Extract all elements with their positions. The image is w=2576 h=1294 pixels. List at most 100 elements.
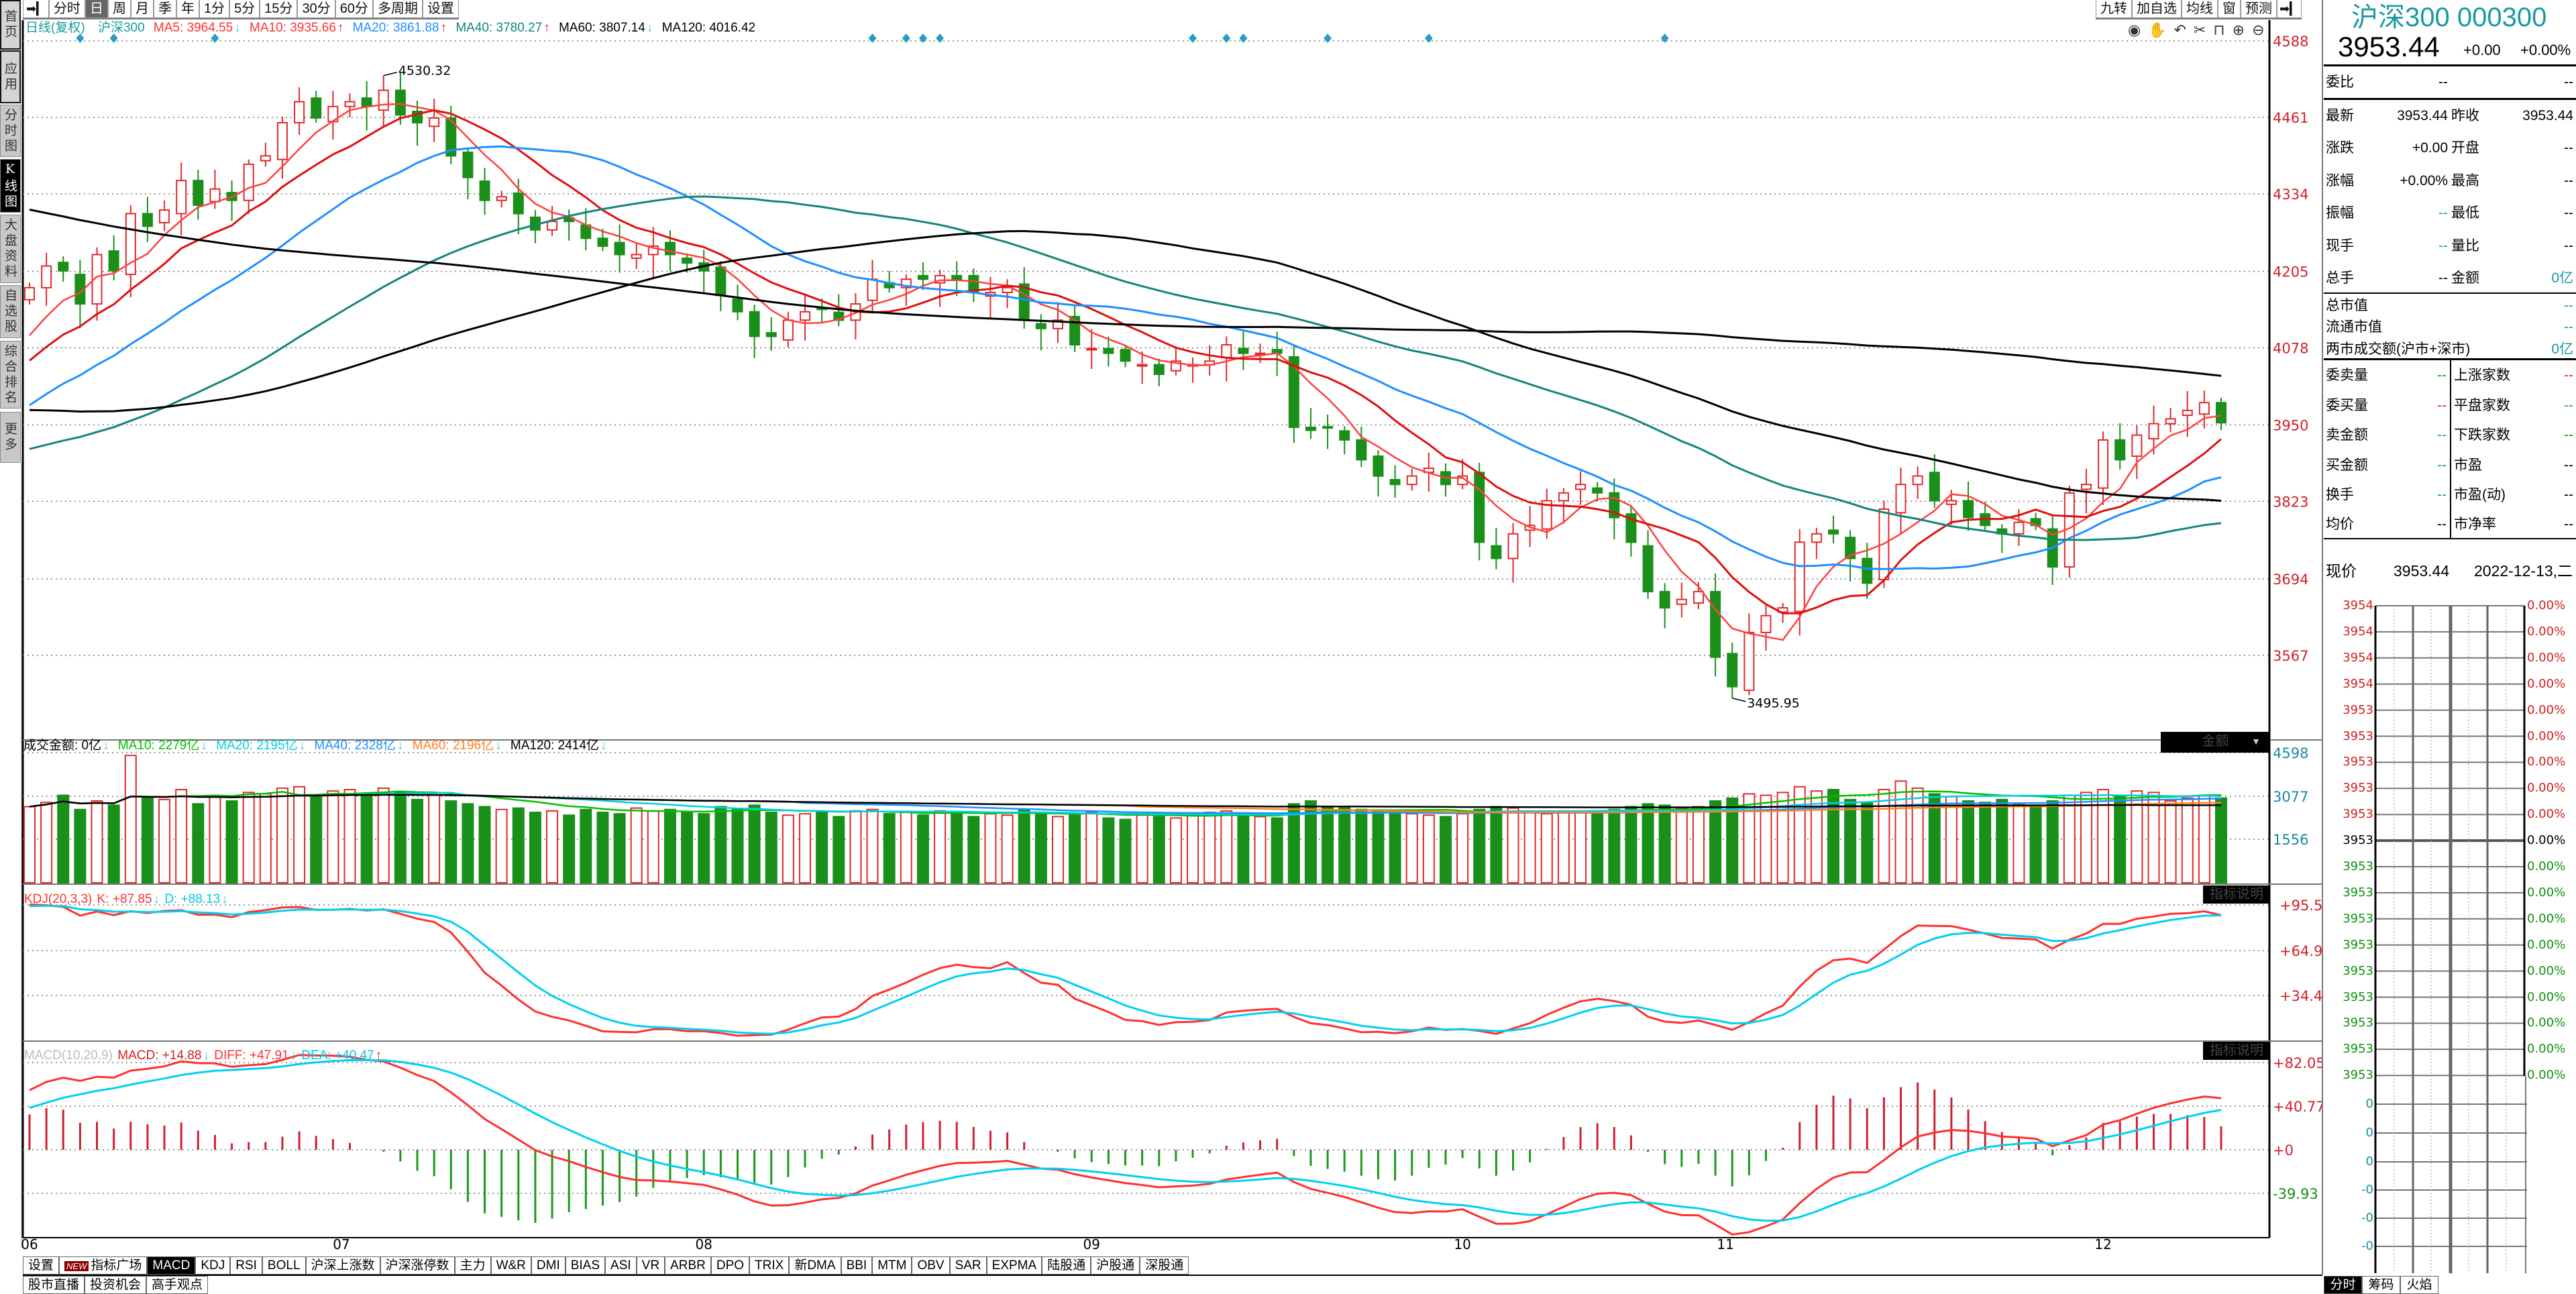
indicator-tab[interactable]: KDJ bbox=[195, 1256, 231, 1275]
period-tab[interactable]: 年 bbox=[176, 0, 199, 18]
candle-up bbox=[496, 196, 507, 201]
zoom-in-icon[interactable]: ⊕ bbox=[2232, 22, 2245, 39]
indicator-tab[interactable]: MACD bbox=[147, 1256, 196, 1275]
label: 昨收 bbox=[2451, 108, 2479, 123]
sidebar-item-kline[interactable]: K线图 bbox=[0, 159, 21, 213]
amount-bar-down bbox=[1237, 814, 1250, 884]
candle-down bbox=[1069, 315, 1081, 346]
period-tab[interactable]: 5分 bbox=[229, 0, 260, 18]
amount-bar-down bbox=[1844, 798, 1857, 883]
indicator-tab[interactable]: W&R bbox=[490, 1256, 531, 1275]
indicator-tab[interactable]: 主力 bbox=[454, 1256, 491, 1275]
settings-tab[interactable]: 设置 bbox=[23, 1256, 60, 1275]
macd-help-button[interactable]: 指标说明 bbox=[2203, 1042, 2270, 1060]
new-badge: NEW bbox=[64, 1261, 89, 1271]
sidebar-item-ranking[interactable]: 综合排名 bbox=[0, 341, 21, 409]
hand-icon[interactable]: ✋ bbox=[2148, 22, 2167, 39]
indicator-tab[interactable]: 沪股通 bbox=[1091, 1256, 1140, 1275]
value: +0.00% bbox=[2400, 173, 2448, 188]
amount-bar-up bbox=[1456, 813, 1469, 883]
amount-selector-dropdown[interactable]: 金额 ▼ bbox=[2161, 732, 2270, 753]
candle-down bbox=[715, 266, 727, 296]
mini-tab[interactable]: 分时 bbox=[2324, 1276, 2362, 1294]
period-tab[interactable]: 设置 bbox=[422, 0, 459, 18]
indicator-tab[interactable]: 新DMA bbox=[789, 1256, 841, 1275]
candle-down bbox=[1238, 347, 1249, 354]
eye-icon[interactable]: ◉ bbox=[2128, 22, 2141, 39]
mini-tab[interactable]: 筹码 bbox=[2362, 1276, 2400, 1294]
amount-bar-down bbox=[1642, 803, 1654, 883]
amount-bar-up bbox=[1507, 807, 1519, 883]
toolbar-button[interactable]: 预测 bbox=[2241, 0, 2277, 18]
amount-bar-down bbox=[1979, 802, 1992, 883]
period-tab[interactable]: 月 bbox=[130, 0, 154, 18]
indicator-tab[interactable]: BBI bbox=[841, 1256, 873, 1275]
toolbar-button[interactable]: 窗 bbox=[2218, 0, 2241, 18]
news-tab[interactable]: 高手观点 bbox=[146, 1276, 209, 1294]
indicator-tab[interactable]: BOLL bbox=[262, 1256, 306, 1275]
news-tab[interactable]: 投资机会 bbox=[85, 1276, 147, 1294]
sidebar-item-market-info[interactable]: 大盘资料 bbox=[0, 215, 21, 283]
sidebar-item-watchlist[interactable]: 自选股 bbox=[0, 285, 21, 338]
collapse-arrow-icon[interactable]: ➡▎ bbox=[23, 0, 49, 18]
intraday-mini-chart[interactable] bbox=[2324, 590, 2576, 1276]
lock-icon[interactable]: ⊓ bbox=[2213, 22, 2225, 39]
kdj-help-button[interactable]: 指标说明 bbox=[2203, 885, 2270, 904]
sidebar-item-apps[interactable]: 应用 bbox=[0, 50, 21, 103]
toolbar-button[interactable]: 加自选 bbox=[2132, 0, 2182, 18]
period-tab[interactable]: 30分 bbox=[297, 0, 335, 18]
toolbar-button[interactable]: 均线 bbox=[2182, 0, 2218, 18]
period-tab[interactable]: 60分 bbox=[335, 0, 373, 18]
indicator-tab[interactable]: ARBR bbox=[665, 1256, 711, 1275]
news-tab[interactable]: 股市直播 bbox=[23, 1276, 85, 1294]
period-tab[interactable]: 多周期 bbox=[372, 0, 423, 18]
indicator-square-tab[interactable]: NEW 指标广场 bbox=[59, 1256, 148, 1275]
candle-up bbox=[631, 254, 642, 259]
mini-tab[interactable]: 火焰 bbox=[2400, 1276, 2438, 1294]
indicator-tab[interactable]: DMI bbox=[531, 1256, 566, 1275]
period-tab[interactable]: 周 bbox=[107, 0, 131, 18]
event-marker-icon bbox=[902, 34, 910, 43]
amount-bar-down bbox=[1338, 807, 1351, 883]
indicator-tab[interactable]: EXPMA bbox=[986, 1256, 1042, 1275]
collapse-panel-icon[interactable]: ➡▎ bbox=[2277, 0, 2302, 18]
period-tab[interactable]: 日 bbox=[85, 0, 108, 18]
period-tab[interactable]: 15分 bbox=[260, 0, 298, 18]
ma-line-ma5 bbox=[29, 103, 2222, 641]
kdj-legend: KDJ(20,3,3) K: +87.85 ↓ D: +88.13 ↓ bbox=[24, 892, 229, 907]
indicator-tab[interactable]: ASI bbox=[605, 1256, 637, 1275]
indicator-tab[interactable]: VR bbox=[636, 1256, 665, 1275]
indicator-tab[interactable]: 沪深涨停数 bbox=[380, 1256, 455, 1275]
stat-row: 委买量 -- 平盘家数 -- bbox=[2324, 396, 2576, 416]
period-tab[interactable]: 1分 bbox=[199, 0, 230, 18]
toolbar-button[interactable]: 九转 bbox=[2096, 0, 2132, 18]
sidebar-item-more[interactable]: 更多 bbox=[0, 412, 21, 463]
indicator-tab[interactable]: 陆股通 bbox=[1042, 1256, 1091, 1275]
sidebar-item-intraday[interactable]: 分时图 bbox=[0, 105, 21, 157]
indicator-tab[interactable]: 沪深上涨数 bbox=[305, 1256, 380, 1275]
sidebar-item-home[interactable]: 首页 bbox=[0, 0, 21, 50]
scissors-icon[interactable]: ✂ bbox=[2194, 22, 2206, 39]
pct-label: 0.00% bbox=[2527, 1016, 2566, 1030]
indicator-tab[interactable]: BIAS bbox=[565, 1256, 606, 1275]
indicator-tab[interactable]: MTM bbox=[872, 1256, 912, 1275]
undo-icon[interactable]: ↶ bbox=[2174, 22, 2187, 39]
zoom-out-icon[interactable]: ⊖ bbox=[2252, 22, 2265, 39]
period-tab[interactable]: 分时 bbox=[48, 0, 85, 18]
ma-line-ma40 bbox=[29, 195, 2222, 541]
indicator-tab[interactable]: SAR bbox=[949, 1256, 987, 1275]
quote-price: 3953.44 bbox=[2338, 31, 2440, 62]
macd-dea-line bbox=[29, 1059, 2222, 1222]
label: 开盘 bbox=[2451, 140, 2479, 156]
indicator-tab[interactable]: RSI bbox=[230, 1256, 262, 1275]
indicator-tab[interactable]: DPO bbox=[710, 1256, 750, 1275]
amount-legend: 成交金额: 0亿 ↓ MA10: 2279亿 ↓ MA20: 2195亿 ↓ MA40… bbox=[23, 739, 608, 753]
candle-down bbox=[1389, 479, 1401, 486]
kline-chart[interactable]: 4588 4461 4334 4205 4078 3950 3823 3694 3567 4530… bbox=[0, 0, 2322, 1254]
indicator-tab[interactable]: TRIX bbox=[749, 1256, 790, 1275]
period-tab[interactable]: 季 bbox=[153, 0, 176, 18]
amount-bar-down bbox=[394, 792, 407, 883]
indicator-tab[interactable]: 深股通 bbox=[1140, 1256, 1189, 1275]
value: -- bbox=[2564, 517, 2573, 532]
indicator-tab[interactable]: OBV bbox=[912, 1256, 950, 1275]
